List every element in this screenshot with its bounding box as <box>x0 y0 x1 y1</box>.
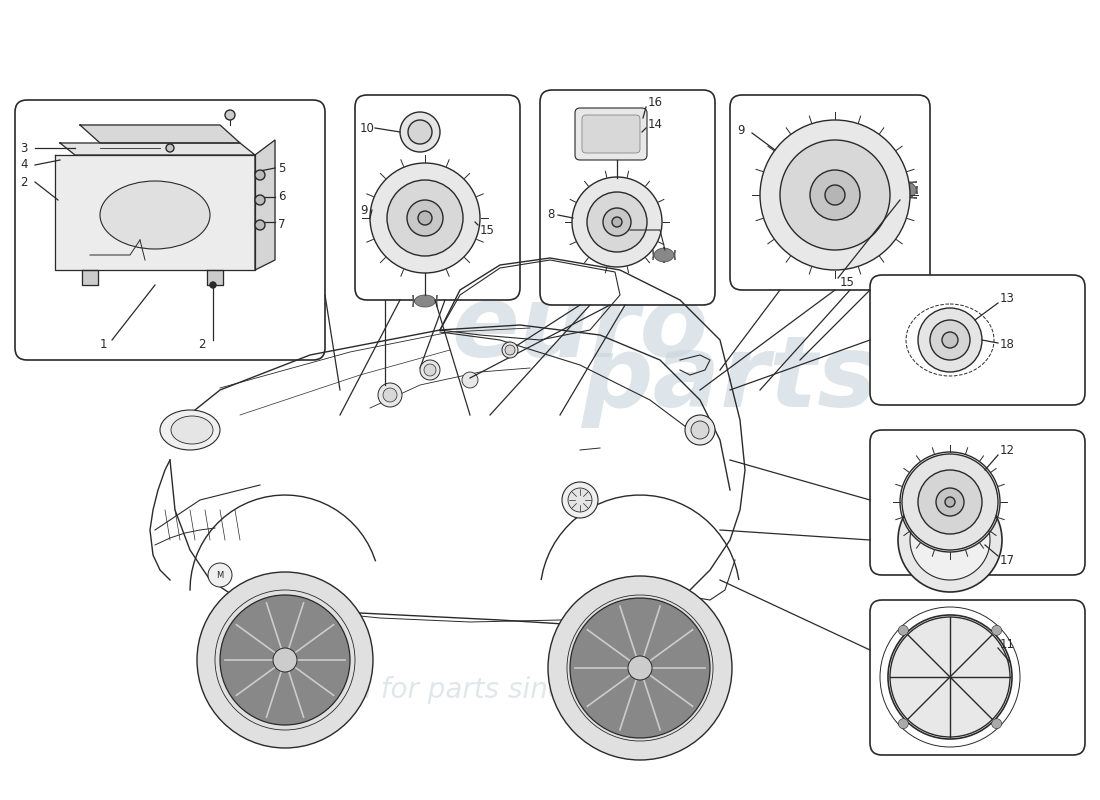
Text: 3: 3 <box>20 142 28 154</box>
Text: 10: 10 <box>360 122 375 134</box>
Polygon shape <box>60 143 255 155</box>
Circle shape <box>910 500 990 580</box>
Circle shape <box>918 470 982 534</box>
Circle shape <box>992 718 1002 729</box>
Circle shape <box>902 454 998 550</box>
Circle shape <box>408 120 432 144</box>
Circle shape <box>899 718 909 729</box>
Circle shape <box>420 360 440 380</box>
Circle shape <box>226 110 235 120</box>
Ellipse shape <box>170 416 213 444</box>
Text: 6: 6 <box>278 190 286 203</box>
Circle shape <box>918 308 982 372</box>
Circle shape <box>462 372 478 388</box>
Circle shape <box>273 648 297 672</box>
Circle shape <box>572 177 662 267</box>
Circle shape <box>378 383 402 407</box>
Text: 9: 9 <box>737 123 745 137</box>
Circle shape <box>418 211 432 225</box>
Text: 5: 5 <box>278 162 285 174</box>
Circle shape <box>255 220 265 230</box>
Circle shape <box>825 185 845 205</box>
Circle shape <box>628 656 652 680</box>
Circle shape <box>899 626 909 635</box>
Polygon shape <box>82 270 98 285</box>
Text: 18: 18 <box>1000 338 1015 351</box>
Circle shape <box>400 112 440 152</box>
Text: 4: 4 <box>20 158 28 171</box>
FancyBboxPatch shape <box>582 115 640 153</box>
Circle shape <box>898 488 1002 592</box>
Circle shape <box>930 320 970 360</box>
Circle shape <box>210 282 216 288</box>
Text: 11: 11 <box>1000 638 1015 651</box>
Circle shape <box>548 576 732 760</box>
FancyBboxPatch shape <box>730 95 930 290</box>
Text: euro: euro <box>451 282 708 378</box>
Circle shape <box>502 342 518 358</box>
Circle shape <box>780 140 890 250</box>
Circle shape <box>220 595 350 725</box>
Text: M: M <box>217 570 223 579</box>
Circle shape <box>197 572 373 748</box>
Ellipse shape <box>160 410 220 450</box>
Polygon shape <box>255 140 275 270</box>
Circle shape <box>387 180 463 256</box>
Text: 1: 1 <box>100 338 108 351</box>
Circle shape <box>810 170 860 220</box>
FancyBboxPatch shape <box>540 90 715 305</box>
FancyBboxPatch shape <box>653 248 675 262</box>
Circle shape <box>166 144 174 152</box>
FancyBboxPatch shape <box>870 430 1085 575</box>
Text: since 1985: since 1985 <box>757 181 883 279</box>
Circle shape <box>570 598 710 738</box>
Circle shape <box>562 482 598 518</box>
Circle shape <box>407 200 443 236</box>
Circle shape <box>424 364 436 376</box>
FancyBboxPatch shape <box>870 275 1085 405</box>
Circle shape <box>587 192 647 252</box>
Circle shape <box>945 497 955 507</box>
Text: 14: 14 <box>648 118 663 131</box>
Polygon shape <box>55 155 255 270</box>
Circle shape <box>612 217 621 227</box>
Polygon shape <box>80 125 240 143</box>
Circle shape <box>568 488 592 512</box>
Circle shape <box>383 388 397 402</box>
Circle shape <box>603 208 631 236</box>
FancyBboxPatch shape <box>905 182 917 198</box>
Text: 2: 2 <box>198 338 206 351</box>
FancyBboxPatch shape <box>15 100 324 360</box>
Ellipse shape <box>100 181 210 249</box>
Circle shape <box>370 163 480 273</box>
Text: parts: parts <box>582 331 878 429</box>
Text: 17: 17 <box>1000 554 1015 566</box>
Circle shape <box>942 332 958 348</box>
Text: 7: 7 <box>278 218 286 231</box>
Circle shape <box>890 617 1010 737</box>
Text: a passion for parts since 1985: a passion for parts since 1985 <box>240 676 660 704</box>
FancyBboxPatch shape <box>355 95 520 300</box>
Polygon shape <box>207 270 223 285</box>
Text: 2: 2 <box>20 175 28 189</box>
FancyBboxPatch shape <box>412 295 437 307</box>
Text: 15: 15 <box>480 223 495 237</box>
Circle shape <box>691 421 710 439</box>
Text: 16: 16 <box>648 97 663 110</box>
Text: 15: 15 <box>840 275 855 289</box>
Circle shape <box>255 195 265 205</box>
FancyBboxPatch shape <box>575 108 647 160</box>
Circle shape <box>505 345 515 355</box>
Text: 13: 13 <box>1000 291 1015 305</box>
Text: 12: 12 <box>1000 443 1015 457</box>
Text: 9: 9 <box>360 203 367 217</box>
Text: 8: 8 <box>547 209 554 222</box>
Circle shape <box>760 120 910 270</box>
Circle shape <box>208 563 232 587</box>
Circle shape <box>992 626 1002 635</box>
Circle shape <box>685 415 715 445</box>
FancyBboxPatch shape <box>870 600 1085 755</box>
Circle shape <box>255 170 265 180</box>
Circle shape <box>936 488 964 516</box>
